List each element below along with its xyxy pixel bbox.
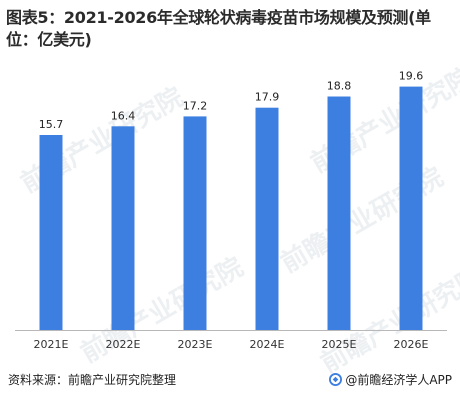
bar-2025E [327,96,351,330]
x-tick-label-2024E: 2024E [250,338,285,351]
data-label-2023E: 17.2 [183,99,208,112]
credit: @前瞻经济学人APP [329,371,452,388]
qianzhan-logo-icon [329,373,343,386]
bar-2022E [111,126,135,330]
bar-2026E [399,86,423,330]
bar-2021E [39,135,63,330]
data-label-2022E: 16.4 [111,109,136,122]
credit-text: @前瞻经济学人APP [345,373,452,387]
data-label-2026E: 19.6 [399,70,424,83]
x-tick-label-2023E: 2023E [178,338,213,351]
x-tick-label-2025E: 2025E [322,338,357,351]
data-label-2024E: 17.9 [255,91,280,104]
bar-2023E [183,116,207,331]
data-label-2021E: 15.7 [39,118,64,131]
x-tick-label-2026E: 2026E [394,338,429,351]
x-tick-label-2022E: 2022E [106,338,141,351]
chart-title: 图表5：2021-2026年全球轮状病毒疫苗市场规模及预测(单位：亿美元) [6,8,431,49]
data-label-2025E: 18.8 [327,80,352,93]
source-note: 资料来源：前瞻产业研究院整理 [8,373,177,387]
bar-2024E [255,107,279,330]
x-tick-label-2021E: 2021E [34,338,69,351]
